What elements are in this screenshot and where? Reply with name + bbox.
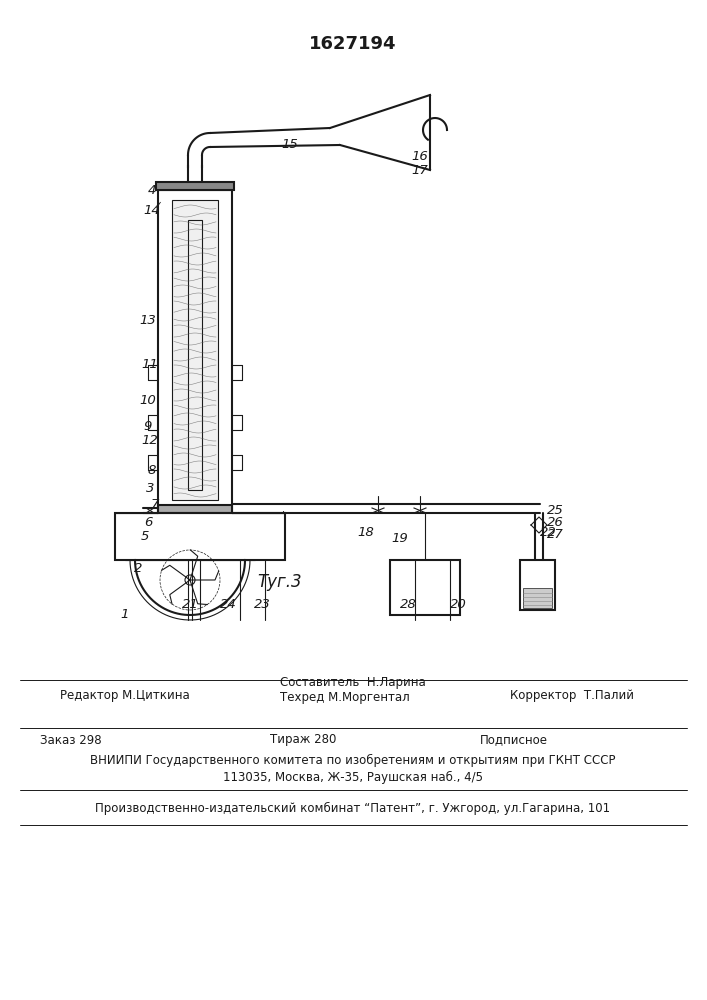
Text: Подписное: Подписное [480,734,548,746]
Bar [172,200,218,500]
Text: 14: 14 [144,204,160,217]
Text: 3: 3 [146,482,154,494]
Text: 16: 16 [411,150,428,163]
Text: Тираж 280: Тираж 280 [270,734,337,746]
Text: 10: 10 [139,393,156,406]
Text: 22: 22 [539,526,556,538]
Bar [158,190,232,512]
Text: 5: 5 [141,530,149,544]
Text: 26: 26 [547,516,563,528]
Text: 27: 27 [547,528,563,540]
Bar [156,182,234,190]
Text: 19: 19 [392,532,409,544]
Text: 23: 23 [254,597,270,610]
Bar [158,505,232,513]
Text: Составитель  Н.Ларина
Техред М.Моргентал: Составитель Н.Ларина Техред М.Моргентал [280,676,426,704]
Text: ВНИИПИ Государственного комитета по изобретениям и открытиям при ГКНТ СССР: ВНИИПИ Государственного комитета по изоб… [90,753,616,767]
Bar [390,560,460,615]
Text: 2: 2 [134,562,142,574]
Text: 12: 12 [141,434,158,446]
Text: 9: 9 [144,420,152,434]
Text: 21: 21 [182,597,199,610]
Text: 1: 1 [121,608,129,621]
Text: 7: 7 [151,498,159,512]
Text: 4: 4 [148,184,156,196]
Text: Заказ 298: Заказ 298 [40,734,102,746]
Text: 13: 13 [139,314,156,326]
Bar [188,220,202,490]
Bar [523,588,552,608]
Text: 25: 25 [547,504,563,516]
Text: Корректор  Т.Палий: Корректор Т.Палий [510,688,634,702]
Text: 1627194: 1627194 [309,35,397,53]
Text: 6: 6 [144,516,152,528]
Text: Τуг.3: Τуг.3 [257,573,303,591]
Text: 20: 20 [450,597,467,610]
Text: 8: 8 [148,464,156,477]
Text: 18: 18 [358,526,375,538]
Text: 24: 24 [220,597,236,610]
Text: 113035, Москва, Ж-35, Раушская наб., 4/5: 113035, Москва, Ж-35, Раушская наб., 4/5 [223,770,483,784]
Text: Редактор М.Циткина: Редактор М.Циткина [60,688,189,702]
Text: 11: 11 [141,359,158,371]
Bar [520,560,555,610]
Text: 28: 28 [399,597,416,610]
Text: 15: 15 [281,137,298,150]
Text: 17: 17 [411,163,428,176]
Bar [115,513,285,560]
Text: Производственно-издательский комбинат “Патент”, г. Ужгород, ул.Гагарина, 101: Производственно-издательский комбинат “П… [95,801,611,815]
